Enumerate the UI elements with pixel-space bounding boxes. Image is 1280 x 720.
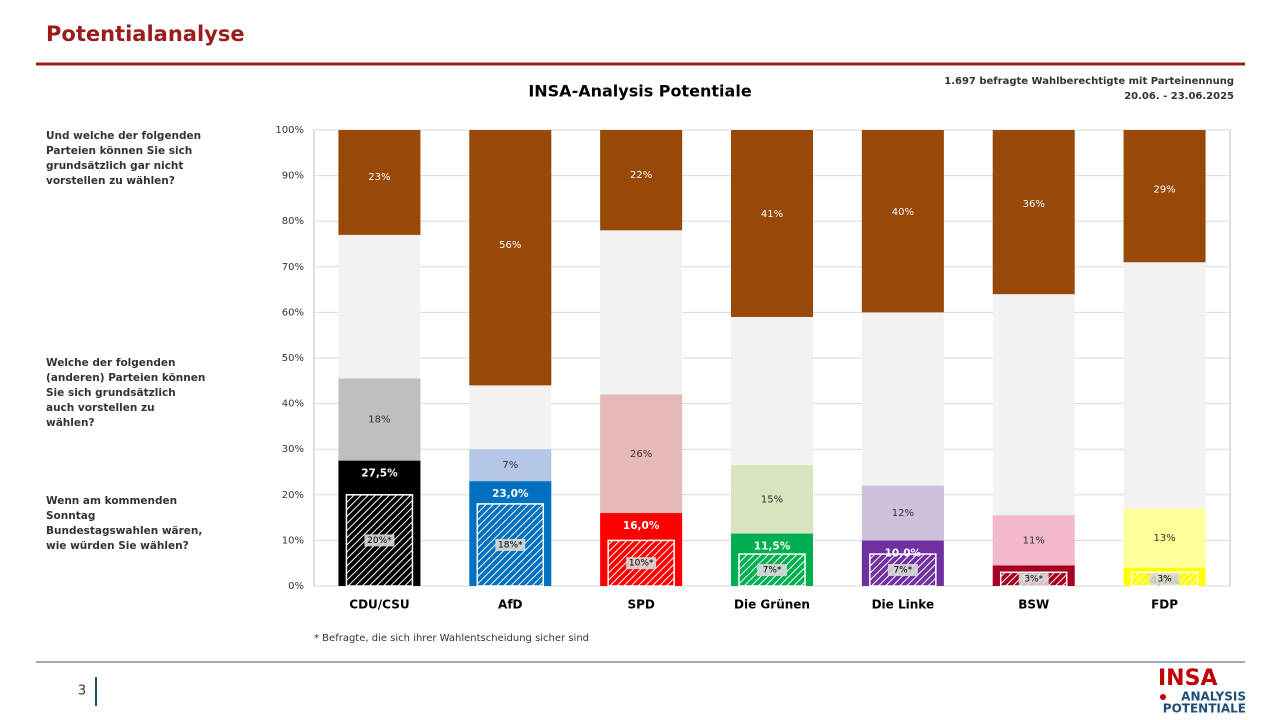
sure-label-box — [887, 564, 918, 577]
rejection-bar — [469, 130, 552, 386]
y-tick-label: 90% — [282, 171, 304, 182]
potential-bar — [1123, 508, 1206, 568]
y-tick-label: 60% — [282, 307, 304, 318]
x-tick-label: Die Linke — [872, 598, 935, 612]
rejection-bar — [731, 130, 813, 317]
subtitle: 1.697 befragte Wahlberechtigte mit Parte… — [944, 76, 1234, 87]
x-tick-label: Die Grünen — [734, 598, 810, 612]
potential-label: 18% — [368, 415, 390, 426]
sure-label-box — [1018, 573, 1049, 586]
sure-label-box — [495, 538, 526, 551]
y-tick-label: 100% — [275, 125, 304, 136]
sure-label-box — [757, 564, 787, 577]
question: Wenn am kommenden Sonntag Bundestagswahl… — [46, 495, 203, 552]
question: Welche der folgenden (anderen) Parteien … — [46, 357, 206, 429]
chart-title: INSA-Analysis Potentiale — [528, 82, 752, 101]
rejection-label: 36% — [1023, 199, 1045, 210]
potential-bar — [600, 394, 683, 514]
potential-bar — [992, 515, 1075, 566]
logo-dot — [1160, 694, 1166, 700]
y-tick-label: 40% — [282, 399, 304, 410]
vote-label: 23,0% — [492, 488, 529, 500]
x-tick-label: AfD — [498, 598, 523, 612]
potential-label: 11% — [1023, 535, 1045, 546]
rejection-bar — [992, 130, 1075, 295]
rejection-label: 23% — [368, 172, 390, 183]
vote-label: 27,5% — [361, 468, 398, 480]
page-title: Potentialanalyse — [46, 22, 245, 46]
question: Und welche der folgenden Parteien können… — [46, 130, 202, 187]
y-tick-label: 20% — [282, 490, 304, 501]
sure-label-box — [1149, 573, 1180, 586]
x-tick-label: FDP — [1151, 598, 1178, 612]
sure-label: 3% — [1157, 575, 1172, 585]
rejection-bar — [338, 130, 421, 235]
subtitle: 20.06. - 23.06.2025 — [1124, 91, 1234, 102]
potential-label: 15% — [761, 494, 783, 505]
sure-label: 10%* — [629, 559, 654, 569]
sure-label: 18%* — [498, 540, 523, 550]
y-tick-label: 10% — [282, 535, 304, 546]
vote-label: 11,5% — [754, 541, 791, 553]
rejection-label: 40% — [892, 207, 914, 218]
y-tick-label: 50% — [282, 353, 304, 364]
page-number: 3 — [78, 684, 86, 699]
y-tick-label: 30% — [282, 444, 304, 455]
footnote: * Befragte, die sich ihrer Wahlentscheid… — [314, 633, 589, 644]
potential-bar — [861, 485, 944, 541]
y-tick-label: 70% — [282, 262, 304, 273]
potential-label: 13% — [1153, 533, 1175, 544]
x-tick-label: SPD — [627, 598, 654, 612]
rejection-label: 29% — [1153, 185, 1175, 196]
rejection-bar — [1123, 130, 1206, 263]
y-tick-label: 0% — [288, 581, 304, 592]
sure-label: 3%* — [1024, 575, 1043, 585]
sure-label: 7%* — [893, 566, 912, 576]
sure-label-box — [626, 557, 657, 570]
potential-label: 26% — [630, 449, 652, 460]
sure-bar — [869, 553, 937, 587]
potential-label: 7% — [502, 460, 518, 471]
x-tick-label: BSW — [1018, 598, 1049, 612]
rejection-label: 41% — [761, 209, 783, 220]
logo: ANALYSIS — [1181, 690, 1246, 704]
rejection-label: 22% — [630, 170, 652, 181]
y-tick-label: 80% — [282, 216, 304, 227]
sure-label: 7%* — [763, 566, 782, 576]
logo: POTENTIALE — [1163, 702, 1246, 716]
potential-bar — [469, 449, 552, 482]
rejection-label: 56% — [499, 240, 521, 251]
potential-bar — [731, 465, 813, 534]
vote-label: 10,0% — [885, 547, 922, 559]
rejection-bar — [861, 130, 944, 313]
vote-label: 16,0% — [623, 520, 660, 532]
potential-label: 12% — [892, 508, 914, 519]
x-tick-label: CDU/CSU — [349, 598, 409, 612]
sure-label: 20%* — [367, 536, 392, 546]
rejection-bar — [600, 130, 683, 231]
sure-label-box — [364, 534, 395, 547]
potential-bar — [338, 378, 421, 461]
logo: INSA — [1158, 666, 1217, 691]
